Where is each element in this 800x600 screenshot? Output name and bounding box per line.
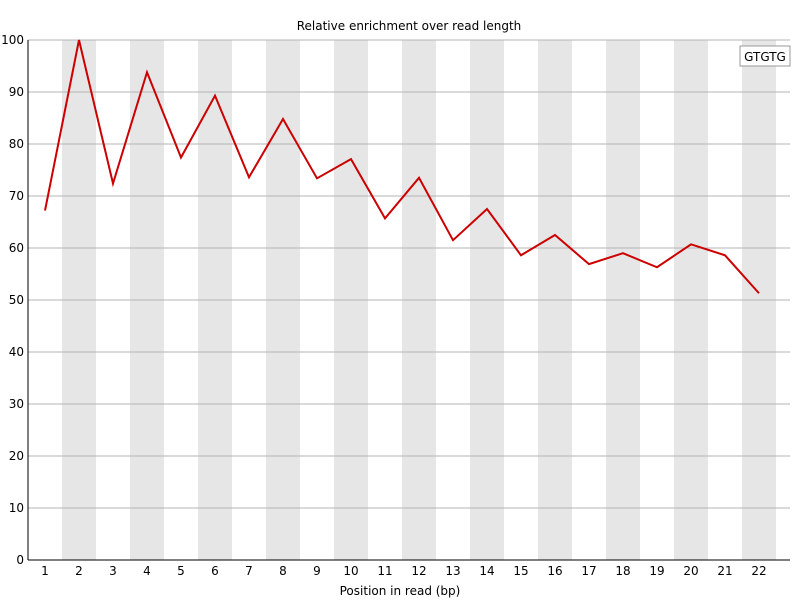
series-line: [44, 39, 760, 294]
y-tick-label: 50: [9, 293, 24, 307]
x-axis-label: Position in read (bp): [340, 584, 461, 598]
x-tick-label: 8: [279, 564, 287, 578]
y-tick-label: 100: [1, 33, 24, 47]
x-tick-label: 19: [649, 564, 664, 578]
legend-entry-label: GTGTG: [744, 50, 786, 64]
y-tick-label: 0: [16, 553, 24, 567]
y-tick-label: 70: [9, 189, 24, 203]
y-tick-labels: 0 10 20 30 40 50 60 70 80 90 100: [1, 33, 24, 567]
x-tick-label: 21: [717, 564, 732, 578]
x-tick-label: 15: [513, 564, 528, 578]
x-tick-label: 4: [143, 564, 151, 578]
x-tick-label: 17: [581, 564, 596, 578]
x-tick-label: 1: [41, 564, 49, 578]
x-tick-label: 5: [177, 564, 185, 578]
legend-box: [739, 45, 791, 67]
series-lines: [44, 39, 760, 294]
y-tick-label: 90: [9, 85, 24, 99]
x-tick-label: 11: [377, 564, 392, 578]
x-tick-label: 7: [245, 564, 253, 578]
x-tick-label: 12: [411, 564, 426, 578]
x-tick-label: 6: [211, 564, 219, 578]
x-tick-label: 3: [109, 564, 117, 578]
chart-title: Relative enrichment over read length: [297, 19, 522, 33]
x-tick-label: 18: [615, 564, 630, 578]
x-tick-labels: 1 2 3 4 5 6 7 8 9 10 11 12 13 14 15 16 17 18 19 20 21 22: [41, 564, 766, 578]
axes: [27, 40, 790, 561]
y-tick-label: 60: [9, 241, 24, 255]
x-tick-label: 14: [479, 564, 494, 578]
y-tick-label: 30: [9, 397, 24, 411]
x-tick-label: 10: [343, 564, 358, 578]
y-tick-label: 10: [9, 501, 24, 515]
x-tick-label: 13: [445, 564, 460, 578]
x-tick-label: 22: [751, 564, 766, 578]
y-tick-label: 80: [9, 137, 24, 151]
y-tick-label: 40: [9, 345, 24, 359]
x-tick-label: 16: [547, 564, 562, 578]
legend: GTGTG: [739, 45, 791, 67]
x-tick-label: 20: [683, 564, 698, 578]
x-tick-label: 9: [313, 564, 321, 578]
x-tick-label: 2: [75, 564, 83, 578]
y-tick-label: 20: [9, 449, 24, 463]
